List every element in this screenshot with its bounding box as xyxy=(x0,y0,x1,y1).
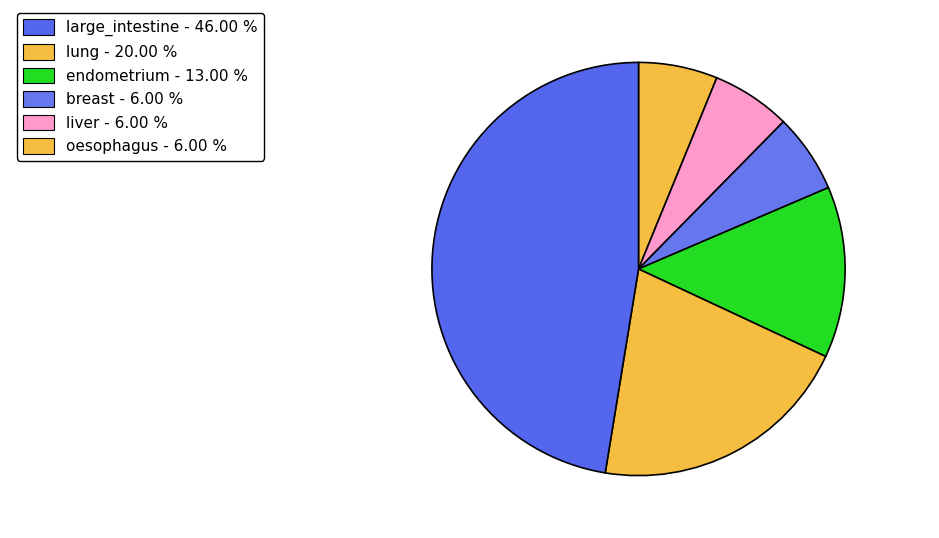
Wedge shape xyxy=(432,62,639,473)
Wedge shape xyxy=(639,78,783,269)
Wedge shape xyxy=(639,122,828,269)
Wedge shape xyxy=(639,62,716,269)
Wedge shape xyxy=(606,269,825,476)
Wedge shape xyxy=(639,188,845,357)
Legend: large_intestine - 46.00 %, lung - 20.00 %, endometrium - 13.00 %, breast - 6.00 : large_intestine - 46.00 %, lung - 20.00 … xyxy=(17,13,264,160)
